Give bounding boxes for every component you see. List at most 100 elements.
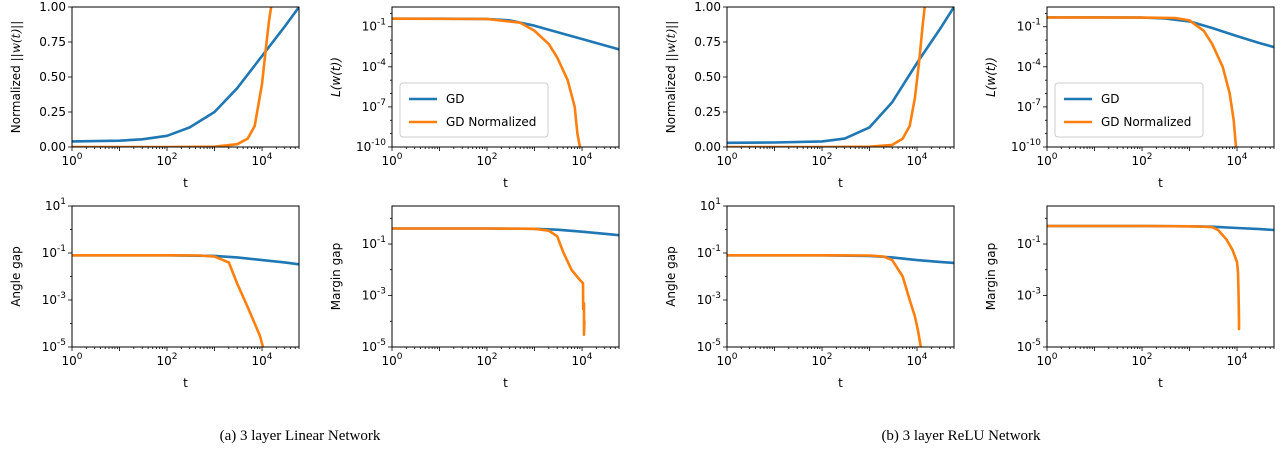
series-line-gd-normalized bbox=[1047, 16, 1238, 147]
y-tick-label: 10-5 bbox=[362, 338, 386, 354]
x-tick-label: 104 bbox=[1227, 152, 1248, 168]
y-tick-label: 0.00 bbox=[39, 140, 66, 154]
y-tick-label: 10-1 bbox=[362, 235, 386, 251]
y-tick-label: 10-1 bbox=[42, 244, 66, 260]
panel-relu-norm: 100 102 104 0.00 0.25 0.50 0.75 1.00 t Normalized… bbox=[664, 0, 955, 190]
y-tick-label: 10-3 bbox=[42, 291, 66, 307]
x-tick-label: 104 bbox=[1227, 352, 1248, 368]
x-tick-label: 104 bbox=[252, 352, 273, 368]
y-tick-label: 10-5 bbox=[42, 338, 66, 354]
legend-label-gd-normalized: GD Normalized bbox=[446, 115, 536, 129]
axes-frame bbox=[726, 205, 955, 348]
x-tick-label: 102 bbox=[477, 352, 498, 368]
y-tick-label: 101 bbox=[700, 197, 721, 213]
y-tick-label: 10-5 bbox=[697, 338, 721, 354]
x-tick-label: 100 bbox=[1036, 152, 1057, 168]
x-tick-label: 104 bbox=[572, 152, 593, 168]
x-tick-label: 100 bbox=[716, 152, 737, 168]
y-tick-label: 0.25 bbox=[39, 105, 66, 119]
y-tick-label: 1.00 bbox=[694, 0, 721, 14]
legend-box bbox=[399, 82, 549, 138]
axes-frame bbox=[726, 6, 955, 148]
x-axis-label: t bbox=[183, 176, 188, 190]
panel-relu-margin-gap: 100 102 104 10-5 10-3 10-1 t Margin gap bbox=[984, 205, 1275, 390]
series-line-gd bbox=[72, 7, 299, 143]
y-tick-label: 10-4 bbox=[1017, 58, 1042, 74]
x-tick-label: 102 bbox=[477, 152, 498, 168]
x-tick-label: 100 bbox=[716, 352, 737, 368]
series-line-gd-normalized bbox=[392, 227, 586, 337]
x-axis-label: t bbox=[503, 176, 508, 190]
series-line-gd bbox=[392, 17, 619, 51]
panel-relu-loss: 100 102 104 10-10 10-7 10-4 10-1 t L(w(t)) GD GD N… bbox=[984, 6, 1275, 190]
caption-linear-network: (a) 3 layer Linear Network bbox=[219, 428, 381, 444]
legend-label-gd: GD bbox=[1101, 92, 1120, 106]
y-axis-label: Normalized ||w(t)|| bbox=[664, 21, 678, 134]
series-line-gd-normalized bbox=[727, 254, 923, 347]
x-tick-label: 100 bbox=[1036, 352, 1057, 368]
y-tick-label: 0.25 bbox=[694, 105, 721, 119]
panel-linear-margin-gap: 100 102 104 10-5 10-3 10-1 t Margin gap bbox=[329, 205, 620, 390]
y-tick-label: 10-3 bbox=[1017, 287, 1041, 303]
panel-linear-angle-gap: 100 102 104 10-5 10-3 10-1 101 t Angle gap bbox=[9, 197, 300, 390]
y-tick-label: 10-10 bbox=[1011, 138, 1041, 154]
x-axis-label: t bbox=[503, 376, 508, 390]
axes-frame bbox=[71, 6, 300, 148]
y-tick-label: 10-10 bbox=[356, 138, 386, 154]
y-tick-label: 0.50 bbox=[39, 70, 66, 84]
y-tick-label: 101 bbox=[45, 197, 66, 213]
y-tick-label: 10-1 bbox=[1017, 235, 1041, 251]
x-tick-label: 102 bbox=[157, 152, 178, 168]
x-tick-label: 102 bbox=[157, 352, 178, 368]
y-tick-label: 10-7 bbox=[1017, 98, 1041, 114]
panel-relu-angle-gap: 100 102 104 10-5 10-3 10-1 101 t Angle gap bbox=[664, 197, 955, 390]
series-line-gd-normalized bbox=[1047, 224, 1241, 331]
series-line-gd-normalized bbox=[727, 7, 927, 147]
legend: GD GD Normalized bbox=[399, 82, 549, 138]
x-tick-label: 100 bbox=[381, 352, 402, 368]
series-line-gd-normalized bbox=[72, 7, 273, 147]
x-tick-label: 104 bbox=[907, 152, 928, 168]
series-line-gd-normalized bbox=[72, 254, 265, 347]
x-tick-label: 102 bbox=[812, 352, 833, 368]
y-tick-label: 10-4 bbox=[362, 58, 387, 74]
series-line-gd bbox=[1047, 16, 1274, 49]
y-tick-label: 0.50 bbox=[694, 70, 721, 84]
x-axis-label: t bbox=[838, 376, 843, 390]
x-tick-label: 102 bbox=[1132, 152, 1153, 168]
y-tick-label: 10-3 bbox=[362, 287, 386, 303]
y-tick-label: 0.00 bbox=[694, 140, 721, 154]
x-tick-label: 102 bbox=[812, 152, 833, 168]
y-axis-label: Normalized ||w(t)|| bbox=[9, 21, 23, 134]
y-tick-label: 10-1 bbox=[362, 18, 386, 34]
y-tick-label: 0.75 bbox=[39, 35, 66, 49]
legend-label-gd: GD bbox=[446, 92, 465, 106]
y-tick-label: 10-1 bbox=[697, 244, 721, 260]
x-axis-label: t bbox=[1158, 376, 1163, 390]
panel-linear-loss: 100 102 104 10-10 10-7 10-4 10-1 t L(w(t)) GD GD N… bbox=[329, 6, 620, 190]
y-tick-label: 10-1 bbox=[1017, 18, 1041, 34]
x-tick-label: 100 bbox=[381, 152, 402, 168]
x-tick-label: 102 bbox=[1132, 352, 1153, 368]
y-tick-label: 10-5 bbox=[1017, 338, 1041, 354]
x-axis-label: t bbox=[838, 176, 843, 190]
y-axis-label: Angle gap bbox=[664, 246, 678, 307]
y-tick-label: 1.00 bbox=[39, 0, 66, 14]
axes-frame bbox=[71, 205, 300, 348]
y-axis-label: L(w(t)) bbox=[329, 57, 343, 97]
panel-linear-norm: 100 102 104 0.00 0.25 0.50 0.75 1.00 t Normalized… bbox=[9, 0, 300, 190]
x-axis-label: t bbox=[183, 376, 188, 390]
y-axis-label: L(w(t)) bbox=[984, 57, 998, 97]
x-tick-label: 104 bbox=[572, 352, 593, 368]
x-tick-label: 100 bbox=[61, 352, 82, 368]
x-tick-label: 100 bbox=[61, 152, 82, 168]
x-tick-label: 104 bbox=[907, 352, 928, 368]
y-axis-label: Angle gap bbox=[9, 246, 23, 307]
caption-relu-network: (b) 3 layer ReLU Network bbox=[881, 428, 1041, 444]
y-axis-label: Margin gap bbox=[984, 243, 998, 310]
y-axis-label: Margin gap bbox=[329, 243, 343, 310]
x-tick-label: 104 bbox=[252, 152, 273, 168]
x-axis-label: t bbox=[1158, 176, 1163, 190]
axes-frame bbox=[1046, 205, 1275, 348]
